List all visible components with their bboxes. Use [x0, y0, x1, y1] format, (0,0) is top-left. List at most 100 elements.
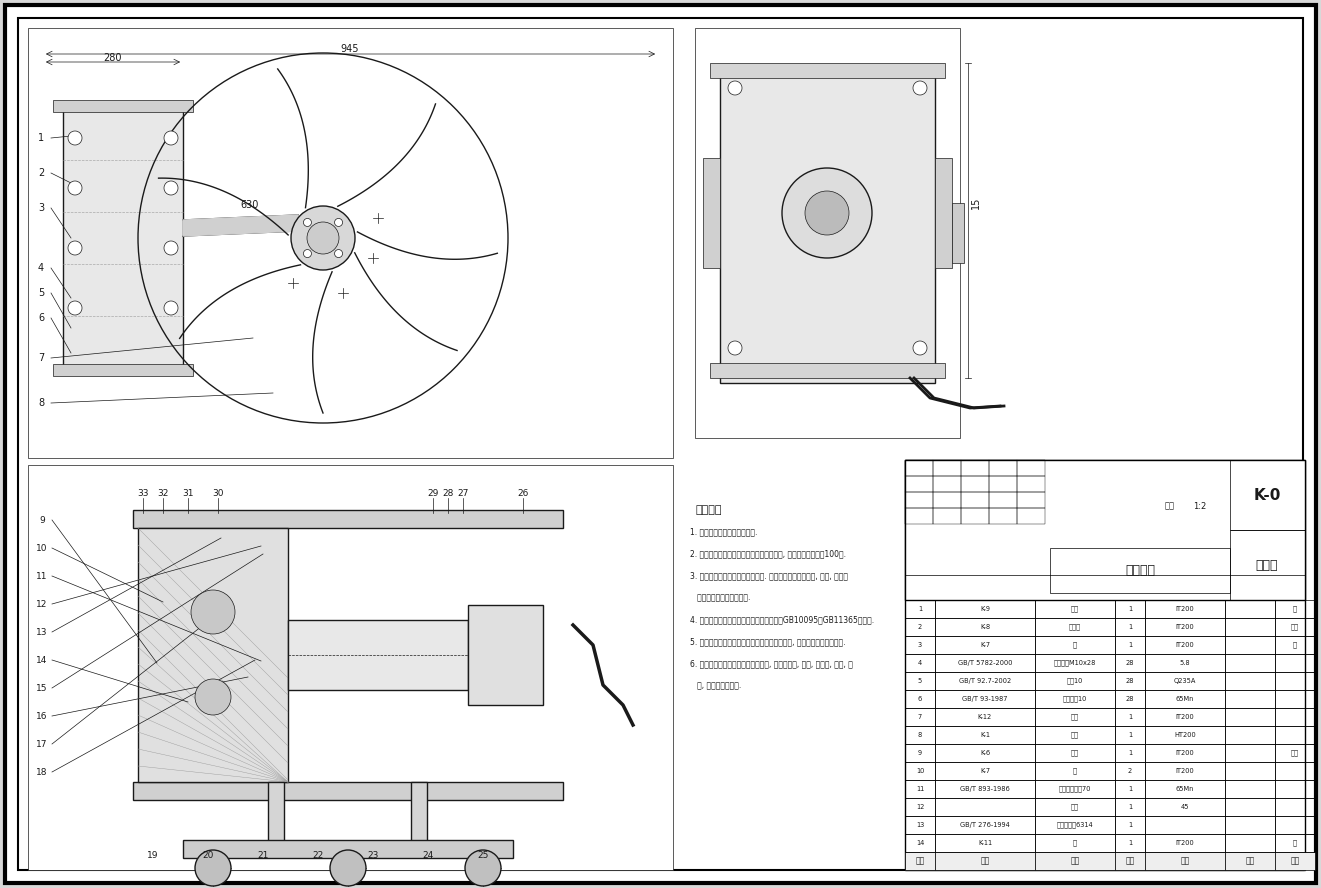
- Bar: [1145, 654, 1225, 672]
- Text: 1: 1: [1128, 822, 1132, 828]
- Circle shape: [196, 850, 231, 886]
- Text: 2: 2: [1128, 768, 1132, 774]
- Text: 28: 28: [1125, 660, 1135, 666]
- Bar: [1275, 618, 1314, 636]
- Text: 24: 24: [423, 851, 433, 860]
- Text: 技术要求: 技术要求: [695, 505, 721, 515]
- Text: 23: 23: [367, 851, 379, 860]
- Bar: [1275, 762, 1314, 780]
- Bar: [1017, 460, 1045, 476]
- Text: 9: 9: [40, 516, 45, 525]
- Bar: [1275, 744, 1314, 762]
- Text: 1: 1: [1128, 624, 1132, 630]
- Text: 1: 1: [918, 606, 922, 612]
- Bar: [960, 476, 989, 492]
- Bar: [1115, 618, 1145, 636]
- Text: 振量不超过有关标准规定.: 振量不超过有关标准规定.: [690, 593, 750, 602]
- Text: 12: 12: [36, 599, 48, 608]
- Bar: [935, 852, 1034, 870]
- Bar: [935, 762, 1034, 780]
- Bar: [1225, 690, 1275, 708]
- Circle shape: [465, 850, 501, 886]
- Bar: [905, 816, 935, 834]
- Bar: [1225, 654, 1275, 672]
- Bar: [1230, 460, 1305, 530]
- Bar: [1275, 708, 1314, 726]
- Bar: [133, 510, 563, 528]
- Text: IT200: IT200: [1176, 624, 1194, 630]
- Text: 螺栓组: 螺栓组: [1069, 623, 1081, 630]
- Text: 6. 零件在装配前必须清理和清洗干净, 不得有毛刺, 飞边, 氧化皮, 锈蚀, 切: 6. 零件在装配前必须清理和清洗干净, 不得有毛刺, 飞边, 氧化皮, 锈蚀, …: [690, 660, 853, 669]
- Text: 17: 17: [36, 740, 48, 749]
- Bar: [1275, 726, 1314, 744]
- Bar: [989, 492, 1017, 508]
- Text: GB/T 5782-2000: GB/T 5782-2000: [958, 660, 1012, 666]
- Text: K-0: K-0: [1254, 488, 1280, 503]
- Circle shape: [913, 341, 927, 355]
- Text: 备注: 备注: [1291, 857, 1300, 866]
- Bar: [1034, 852, 1115, 870]
- Text: 3: 3: [918, 642, 922, 648]
- Bar: [989, 476, 1017, 492]
- Text: 25: 25: [477, 851, 489, 860]
- Circle shape: [334, 218, 342, 226]
- Bar: [1145, 744, 1225, 762]
- Bar: [1225, 708, 1275, 726]
- Bar: [1034, 618, 1115, 636]
- Bar: [1115, 636, 1145, 654]
- Bar: [905, 618, 935, 636]
- Bar: [1275, 654, 1314, 672]
- Text: 10: 10: [36, 543, 48, 552]
- Text: IT200: IT200: [1176, 642, 1194, 648]
- Bar: [720, 73, 935, 383]
- Bar: [411, 782, 427, 842]
- Circle shape: [291, 206, 355, 270]
- Text: 柱: 柱: [1293, 642, 1297, 648]
- Bar: [933, 460, 960, 476]
- Bar: [184, 840, 513, 858]
- Bar: [905, 492, 933, 508]
- Bar: [1115, 816, 1145, 834]
- Text: 945: 945: [341, 44, 359, 54]
- Bar: [1145, 600, 1225, 618]
- Text: 1: 1: [38, 133, 44, 143]
- Text: 轮: 轮: [1073, 768, 1077, 774]
- Text: 3. 靠怠装配后应该设进行空载测试. 测试的时候不应有冲击, 噪音, 蹿升和: 3. 靠怠装配后应该设进行空载测试. 测试的时候不应有冲击, 噪音, 蹿升和: [690, 572, 848, 581]
- Bar: [905, 600, 935, 618]
- Bar: [935, 816, 1034, 834]
- Text: 弹簧垫圈10: 弹簧垫圈10: [1063, 695, 1087, 702]
- Text: 1: 1: [1128, 804, 1132, 810]
- Bar: [905, 852, 935, 870]
- Bar: [1034, 690, 1115, 708]
- Text: 280: 280: [104, 53, 123, 63]
- Bar: [1115, 726, 1145, 744]
- Text: 3: 3: [38, 203, 44, 213]
- Bar: [1145, 798, 1225, 816]
- Text: 5: 5: [918, 678, 922, 684]
- Text: 33: 33: [137, 488, 149, 497]
- Bar: [1145, 816, 1225, 834]
- Bar: [1017, 508, 1045, 524]
- Text: 代号: 代号: [980, 857, 989, 866]
- Text: K-8: K-8: [980, 624, 989, 630]
- Text: 28: 28: [1125, 678, 1135, 684]
- Text: 2: 2: [38, 168, 44, 178]
- Bar: [1115, 654, 1145, 672]
- Text: 28: 28: [1125, 696, 1135, 702]
- Bar: [703, 158, 720, 268]
- Bar: [1034, 600, 1115, 618]
- Text: 齿轮: 齿轮: [1071, 714, 1079, 720]
- Bar: [1034, 672, 1115, 690]
- Bar: [1115, 834, 1145, 852]
- Circle shape: [330, 850, 366, 886]
- Bar: [1034, 816, 1115, 834]
- Text: 15: 15: [36, 684, 48, 693]
- Text: 7: 7: [38, 353, 44, 363]
- Bar: [268, 782, 284, 842]
- Bar: [935, 600, 1034, 618]
- Text: 柱: 柱: [1293, 840, 1297, 846]
- Text: 1: 1: [1128, 750, 1132, 756]
- Circle shape: [192, 590, 235, 634]
- Bar: [1275, 798, 1314, 816]
- Circle shape: [196, 679, 231, 715]
